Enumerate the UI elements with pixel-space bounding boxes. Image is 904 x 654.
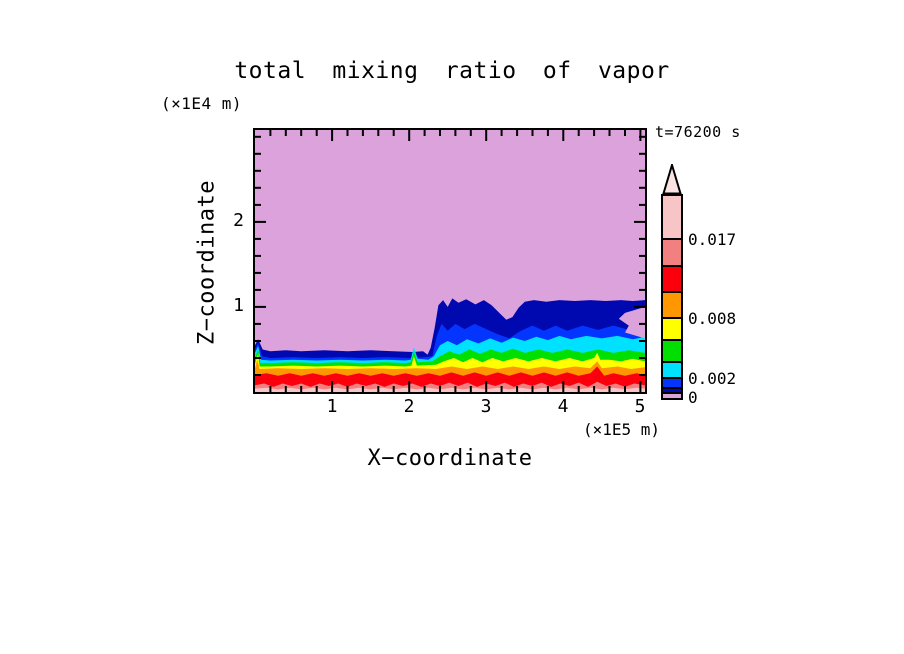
colorbar-segment-violet: [663, 394, 681, 398]
x-axis-tick-label: 2: [403, 396, 415, 417]
time-annotation: t=76200 s: [655, 123, 741, 141]
x-axis-tick-label: 4: [557, 396, 569, 417]
colorbar-tick-label: 0.002: [688, 369, 737, 388]
contour-band-palepink: [255, 387, 645, 392]
colorbar-overflow-arrow: [660, 161, 684, 199]
plot-area: [253, 128, 647, 394]
x-axis-tick-label: 5: [634, 396, 646, 417]
x-axis-tick-label: 1: [326, 396, 338, 417]
overlay-violet-notch-right-edge: [618, 306, 645, 339]
colorbar-segment-red: [663, 267, 681, 293]
colorbar-segment-green: [663, 341, 681, 363]
colorbar: [661, 194, 683, 400]
colorbar-arrow-shape: [662, 161, 682, 195]
plot-svg: [255, 130, 645, 392]
colorbar-segment-orange: [663, 293, 681, 319]
y-axis-tick-label: 1: [233, 295, 244, 316]
y-axis-tick-label: 2: [233, 210, 244, 231]
colorbar-tick-label: 0.008: [688, 309, 737, 328]
colorbar-segment-salmon: [663, 240, 681, 267]
colorbar-arrow-svg: [662, 161, 682, 195]
colorbar-segment-navy: [663, 389, 681, 394]
colorbar-segment-yellow: [663, 319, 681, 341]
x-axis-units-label: (×1E5 m): [582, 420, 660, 439]
colorbar-segment-cyan: [663, 363, 681, 379]
chart-title: total mixing ratio of vapor: [234, 58, 670, 84]
colorbar-tick-label: 0: [688, 388, 698, 407]
x-axis-label: X−coordinate: [367, 446, 533, 471]
colorbar-segment-brightblue: [663, 379, 681, 389]
colorbar-tick-label: 0.017: [688, 230, 737, 249]
y-axis-units-label: (×1E4 m): [161, 94, 243, 113]
y-axis-label: Z−coordinate: [194, 180, 220, 345]
colorbar-segment-lightpink: [663, 196, 681, 240]
x-axis-tick-label: 3: [480, 396, 492, 417]
